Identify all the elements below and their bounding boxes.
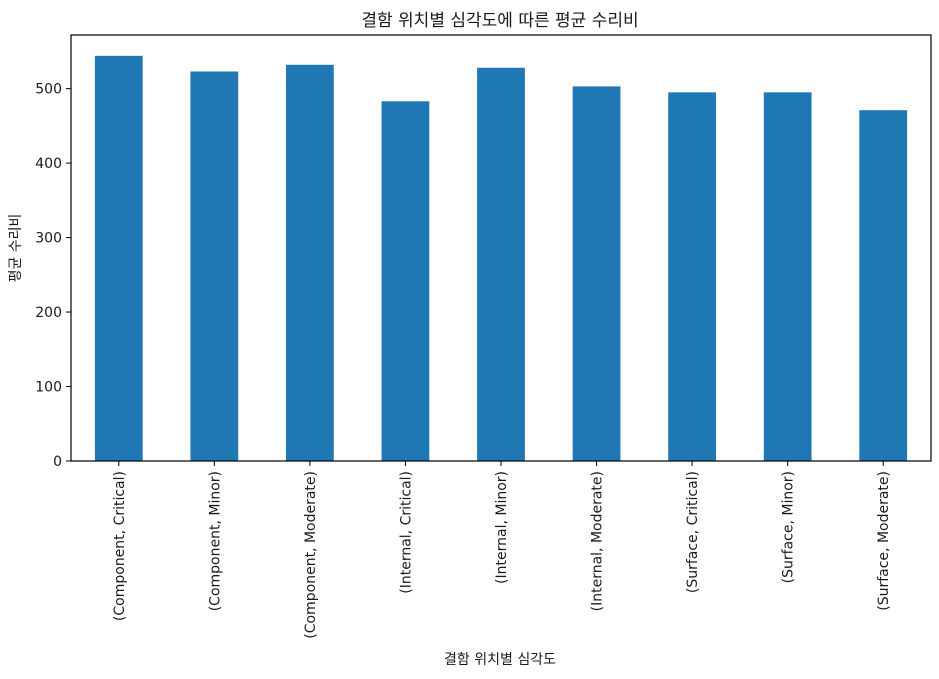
chart-title: 결함 위치별 심각도에 따른 평균 수리비	[361, 11, 638, 31]
bar	[477, 67, 525, 462]
x-tick-label: (Internal, Minor)	[494, 471, 510, 584]
x-tick-label: (Component, Critical)	[112, 471, 128, 621]
bar	[381, 101, 430, 462]
bar	[190, 71, 239, 461]
x-tick-label: (Component, Moderate)	[303, 471, 319, 639]
bar	[668, 92, 716, 461]
y-tick-label: 100	[35, 380, 62, 396]
bar	[572, 86, 621, 461]
bar	[286, 64, 334, 461]
bar	[859, 110, 908, 462]
y-tick-label: 300	[35, 231, 62, 247]
y-tick-label: 200	[35, 305, 62, 321]
x-tick-label: (Component, Minor)	[207, 471, 223, 611]
x-tick-label: (Internal, Moderate)	[590, 471, 606, 611]
x-tick-label: (Surface, Moderate)	[876, 471, 892, 611]
x-tick-label: (Surface, Minor)	[781, 471, 797, 583]
x-tick-label: (Surface, Critical)	[685, 471, 701, 593]
bar-group	[94, 55, 908, 462]
plot-frame	[70, 34, 932, 462]
x-axis: (Component, Critical) (Component, Minor) (…	[112, 461, 892, 639]
bar	[763, 92, 812, 461]
bar	[94, 55, 143, 461]
y-tick-label: 400	[35, 156, 62, 172]
x-tick-label: (Internal, Critical)	[398, 471, 414, 594]
y-axis: 0 100 200 300 400 500	[35, 82, 71, 470]
x-axis-label: 결함 위치별 심각도	[444, 652, 556, 668]
y-axis-label: 평균 수리비	[8, 214, 24, 283]
y-tick-label: 0	[53, 454, 62, 470]
y-tick-label: 500	[35, 82, 62, 98]
